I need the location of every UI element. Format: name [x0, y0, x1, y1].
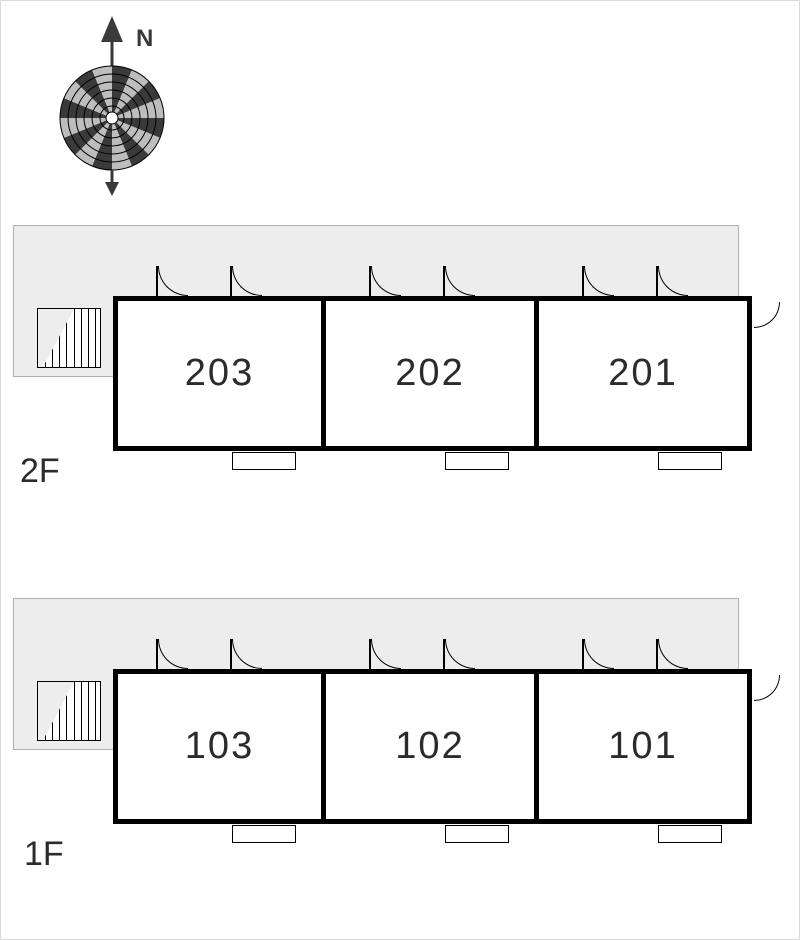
stairs	[37, 681, 101, 741]
unit: 103	[113, 669, 326, 824]
unit: 201	[539, 296, 752, 451]
svg-text:N: N	[136, 25, 153, 52]
unit-label: 101	[608, 725, 677, 768]
unit-label: 202	[395, 352, 464, 395]
unit-label: 102	[395, 725, 464, 768]
unit-label: 103	[185, 725, 254, 768]
unit-label: 201	[608, 352, 677, 395]
unit: 101	[539, 669, 752, 824]
door-jamb	[156, 266, 158, 296]
door-jamb	[582, 266, 584, 296]
compass-rose: N	[22, 0, 202, 220]
balcony-tab	[445, 825, 509, 843]
door-jamb	[582, 639, 584, 669]
door-jamb	[369, 639, 371, 669]
balcony-tab	[658, 825, 722, 843]
unit: 202	[326, 296, 539, 451]
door-jamb	[369, 266, 371, 296]
balcony-tab	[232, 452, 296, 470]
balcony-tab	[445, 452, 509, 470]
balcony-tab	[232, 825, 296, 843]
stairs	[37, 308, 101, 368]
unit: 203	[113, 296, 326, 451]
floor-label: 1F	[24, 835, 64, 874]
unit-label: 203	[185, 352, 254, 395]
floor-label: 2F	[20, 452, 60, 491]
door-jamb	[156, 639, 158, 669]
unit: 102	[326, 669, 539, 824]
balcony-tab	[658, 452, 722, 470]
